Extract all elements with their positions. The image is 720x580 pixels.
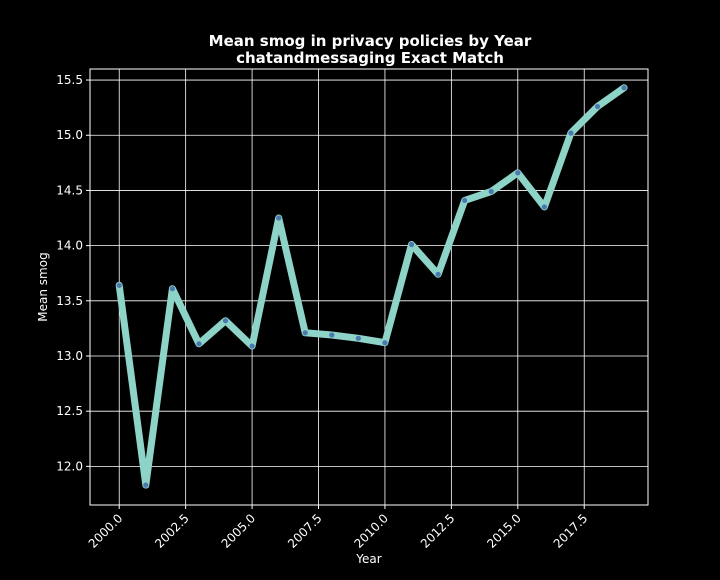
data-point [143,482,149,488]
chart-subtitle: chatandmessaging Exact Match [236,49,504,67]
data-point [621,85,627,91]
data-point [276,215,282,221]
data-point [116,282,122,288]
data-point [222,318,229,324]
data-point [355,335,361,341]
y-axis-label: Mean smog [36,252,50,321]
x-axis-label: Year [355,552,381,566]
axes-frame [89,68,649,506]
series-line [115,84,628,489]
y-tick-label: 15.5 [56,73,83,87]
data-point [488,188,494,195]
y-tick-label: 13.0 [56,349,83,363]
y-tick-label: 14.5 [56,183,83,197]
data-point [382,340,388,346]
grid-lines [90,69,648,505]
data-point [594,103,601,110]
y-tick-label: 15.0 [56,128,83,142]
data-point [462,197,468,203]
data-point [196,341,202,347]
data-point [568,130,574,136]
y-tick-label: 14.0 [56,239,83,253]
data-point [435,271,441,277]
y-tick-label: 13.5 [56,294,83,308]
data-point [408,241,415,248]
data-point [329,332,335,338]
data-point [169,286,175,292]
data-point [515,170,521,176]
series-layer [115,84,628,489]
data-point [249,343,255,349]
chart-title: Mean smog in privacy policies by Year [209,32,532,50]
y-axis-ticks: 12.0 12.5 13.0 13.5 14.0 14.5 15.0 15.5 [56,73,90,473]
data-point [541,204,547,210]
y-tick-label: 12.0 [56,459,83,473]
y-tick-label: 12.5 [56,404,83,418]
data-point [302,330,308,336]
